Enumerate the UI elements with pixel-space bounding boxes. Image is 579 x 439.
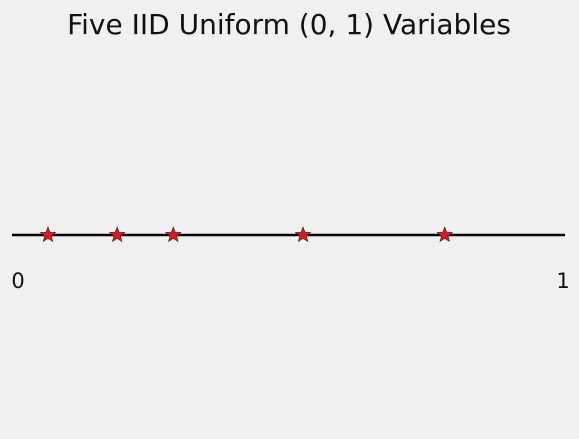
data-point [39, 226, 57, 243]
data-point [108, 226, 126, 243]
data-point [164, 226, 182, 243]
chart-title: Five IID Uniform (0, 1) Variables [67, 8, 511, 41]
x-tick-label: 0 [11, 269, 24, 293]
data-points [39, 226, 454, 243]
x-tick-label: 1 [556, 269, 569, 293]
data-point [294, 226, 312, 243]
data-point [436, 226, 454, 243]
